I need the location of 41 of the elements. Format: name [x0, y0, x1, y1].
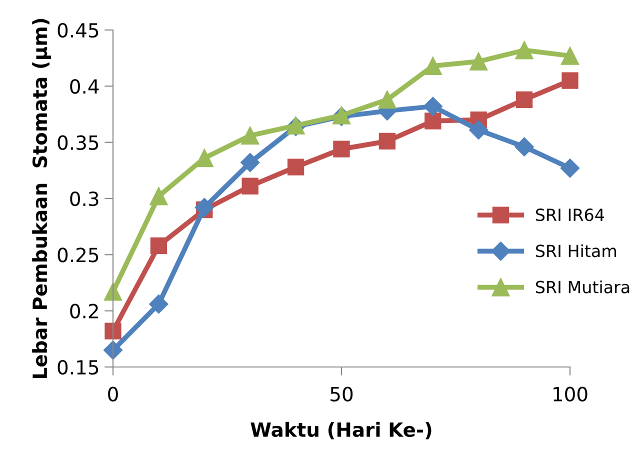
y-tick-label: 0.2 — [70, 304, 98, 318]
x-tick-label: 0 — [108, 386, 118, 402]
y-axis-title: Lebar Pembukaan Stomata (µm) — [32, 18, 51, 378]
y-tick-label: 0.25 — [58, 248, 98, 262]
point — [378, 90, 396, 109]
point — [195, 149, 214, 168]
point — [242, 178, 258, 194]
point — [560, 158, 580, 178]
point — [149, 294, 168, 314]
point — [287, 158, 304, 176]
y-tick-label: 0.15 — [58, 360, 98, 375]
x-tick-label: 50 — [330, 386, 353, 402]
point — [515, 41, 534, 60]
point — [560, 46, 580, 65]
legend-label: SRI IR64 — [536, 208, 604, 222]
point — [241, 126, 260, 145]
legend-label: SRI Hitam — [536, 244, 616, 258]
legend-label: SRI Mutiara — [536, 280, 630, 294]
point — [514, 137, 534, 156]
x-axis-title: Waktu (Hari Ke-) — [250, 422, 432, 440]
point — [424, 56, 442, 75]
point — [104, 282, 122, 301]
point — [103, 340, 123, 360]
point — [194, 198, 214, 218]
y-tick-label: 0.45 — [58, 22, 98, 38]
point — [240, 153, 260, 172]
point — [470, 52, 488, 70]
point — [378, 132, 396, 150]
point — [562, 72, 578, 89]
y-tick-label: 0.35 — [58, 135, 98, 150]
y-tick-label: 0.4 — [70, 79, 99, 94]
point — [424, 112, 442, 130]
point — [333, 140, 350, 158]
y-tick-label: 0.3 — [70, 191, 98, 206]
x-tick-label: 100 — [554, 386, 588, 402]
point — [150, 187, 168, 206]
point — [104, 322, 122, 340]
point — [150, 237, 168, 254]
point — [423, 96, 442, 116]
point — [469, 120, 488, 140]
point — [516, 91, 533, 108]
